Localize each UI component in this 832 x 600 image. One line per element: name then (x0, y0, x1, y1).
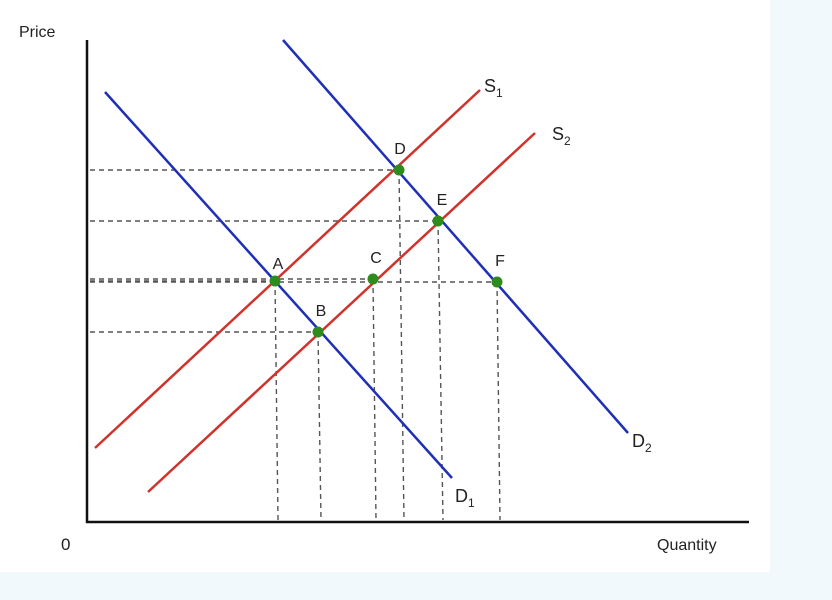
guide-v-c (372, 278, 377, 521)
point-label-a: A (273, 256, 284, 273)
guide-v-d (398, 169, 405, 521)
point-a (269, 275, 281, 287)
curve-label-s2: S2 (552, 124, 571, 148)
guide-v-e (437, 220, 444, 521)
x-axis-label: Quantity (657, 537, 717, 554)
origin-label: 0 (61, 535, 70, 554)
guide-v-f (496, 281, 501, 521)
curve-s1 (94, 89, 481, 449)
point-label-e: E (437, 192, 448, 209)
diagram-panel (0, 0, 770, 572)
point-label-c: C (370, 250, 382, 267)
point-c (367, 273, 379, 285)
curve-d2 (282, 39, 629, 434)
point-label-d: D (394, 141, 406, 158)
point-f (491, 276, 503, 288)
curve-label-d1: D1 (455, 486, 475, 510)
guide-v-b (317, 331, 322, 521)
point-label-b: B (316, 303, 327, 320)
point-label-f: F (495, 253, 505, 270)
curve-s2 (147, 132, 536, 493)
curve-label-s1: S1 (484, 76, 503, 100)
point-e (432, 215, 444, 227)
y-axis-label: Price (19, 24, 56, 41)
point-b (312, 326, 324, 338)
guide-v-a (274, 280, 279, 521)
curve-label-d2: D2 (632, 431, 652, 455)
point-d (393, 164, 405, 176)
